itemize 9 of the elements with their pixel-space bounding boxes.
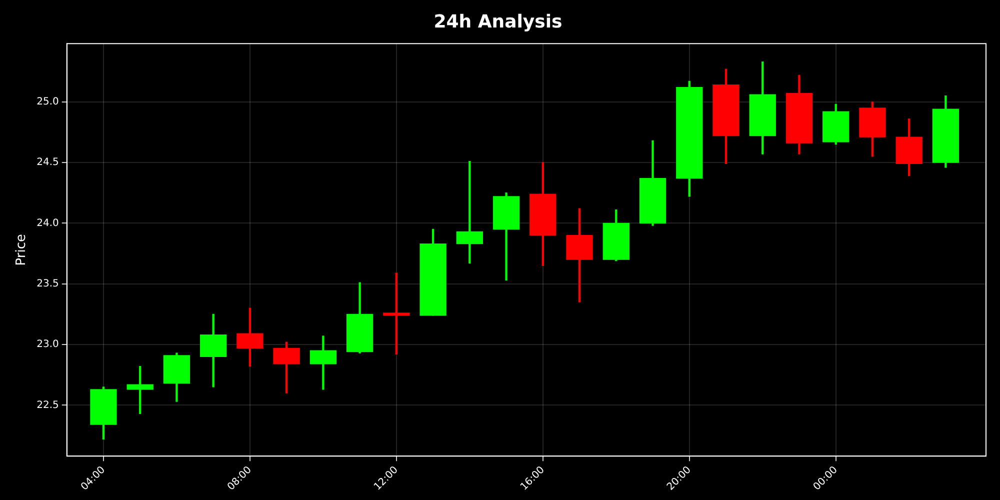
y-axis-title: Price <box>14 234 30 266</box>
y-tick-label: 25.0 <box>36 96 59 108</box>
y-tick-label: 23.5 <box>36 278 59 290</box>
candlestick <box>456 160 484 264</box>
y-tick-label: 23.0 <box>36 339 59 350</box>
chart-title: 24h Analysis <box>434 11 562 32</box>
y-tick-label: 24.0 <box>36 218 59 229</box>
y-tick-label: 24.5 <box>36 157 59 168</box>
y-tick-label: 22.5 <box>36 400 59 411</box>
